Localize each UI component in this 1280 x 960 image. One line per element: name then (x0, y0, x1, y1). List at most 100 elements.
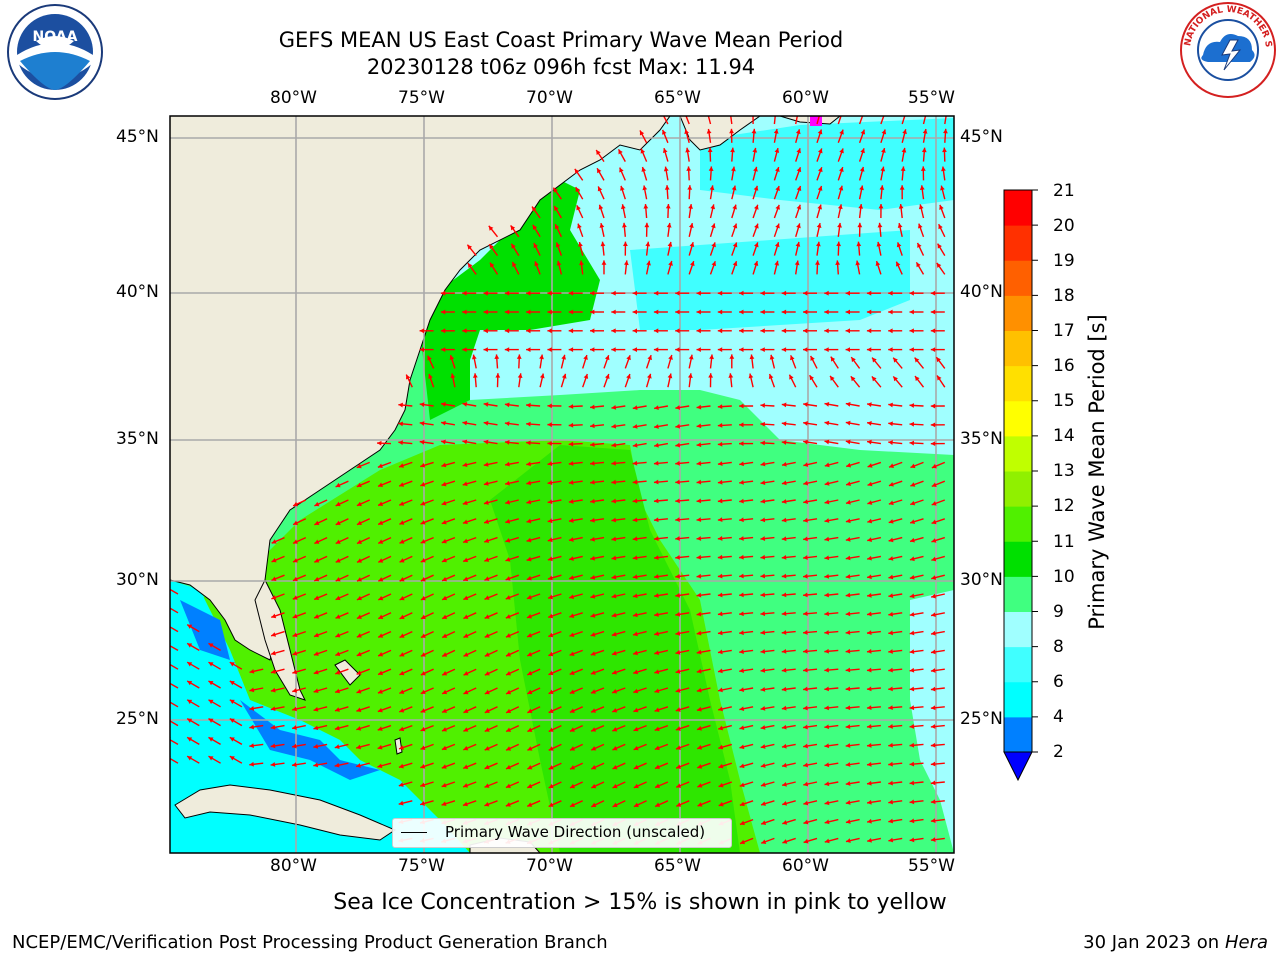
wave-arrow-head (568, 309, 574, 315)
wave-arrow-head (760, 309, 765, 315)
wave-arrow-head (229, 681, 235, 686)
wave-arrow-head (795, 110, 800, 115)
wave-arrow-head (739, 592, 744, 598)
wave-arrow-head (931, 519, 937, 525)
wave-arrow-head (547, 347, 552, 352)
wave-arrow-head (803, 611, 808, 617)
wave-arrow-head (590, 479, 595, 485)
wave-arrow-shaft (170, 682, 179, 689)
wave-arrow-head (867, 518, 873, 524)
wave-arrow-head (675, 592, 681, 598)
wave-arrow-head (818, 167, 823, 173)
wave-arrow-head (357, 577, 362, 582)
wave-arrow-head (781, 480, 787, 486)
wave-arrow-head (866, 347, 872, 352)
wave-arrow-head (442, 689, 448, 695)
wave-arrow-head (548, 765, 554, 770)
wave-arrow-head (718, 782, 724, 788)
wave-arrow-head (760, 517, 766, 523)
wave-arrow-head (313, 762, 319, 768)
wave-arrow-head (633, 631, 638, 637)
wave-arrow-head (313, 669, 319, 675)
wave-arrow-head (632, 347, 637, 352)
wave-arrow-head (876, 241, 882, 247)
wave-arrow-head (690, 261, 695, 267)
lon-label-top: 80°W (270, 88, 317, 108)
wave-arrow-head (313, 688, 319, 694)
wave-arrow-head (709, 354, 714, 360)
wave-arrow-head (378, 558, 384, 563)
wave-arrow-head (568, 404, 574, 409)
wave-arrow-head (782, 781, 787, 787)
wave-arrow-head (229, 662, 235, 667)
wave-arrow-head (293, 539, 299, 544)
wave-arrow-head (795, 241, 801, 247)
wave-arrow-head (356, 520, 362, 525)
wave-arrow-head (769, 354, 775, 360)
wave-arrow-head (462, 420, 468, 426)
wave-arrow-head (399, 726, 405, 732)
wave-arrow-head (428, 373, 433, 379)
wave-arrow-head (334, 725, 340, 731)
wave-arrow-head (569, 556, 574, 561)
wave-arrow-head (399, 463, 404, 468)
wave-arrow-head (824, 347, 829, 352)
wave-arrow-head (271, 576, 277, 581)
wave-arrow-head (782, 839, 788, 844)
wave-arrow-shaft (730, 116, 733, 125)
footer-credit: NCEP/EMC/Verification Post Processing Pr… (12, 932, 608, 953)
wave-arrow-head (611, 650, 617, 656)
wave-arrow-head (919, 185, 925, 190)
wave-arrow-head (739, 347, 744, 352)
wave-arrow-shaft (944, 116, 947, 125)
wave-arrow-head (796, 167, 802, 173)
wave-arrow-head (632, 536, 638, 542)
wave-arrow-head (861, 111, 866, 116)
wave-arrow-head (645, 241, 651, 247)
wave-arrow-head (903, 111, 908, 116)
wave-arrow-head (910, 463, 916, 469)
wave-arrow-head (781, 328, 787, 334)
wave-arrow-head (697, 745, 703, 750)
wave-arrow-head (440, 347, 446, 352)
wave-arrow-head (399, 577, 405, 582)
wave-arrow-head (824, 518, 830, 523)
wave-arrow-head (527, 632, 533, 638)
wave-arrow-head (937, 243, 942, 249)
wave-arrow-head (611, 460, 616, 466)
wave-arrow-head (271, 557, 277, 563)
wave-arrow-head (775, 167, 780, 172)
wave-arrow-head (484, 633, 490, 638)
wave-arrow-head (420, 558, 426, 563)
wave-arrow-head (633, 650, 638, 656)
wave-arrow-head (548, 670, 554, 676)
wave-arrow-head (420, 539, 426, 544)
wave-arrow-head (796, 186, 802, 191)
wave-arrow-head (467, 244, 473, 250)
wave-arrow-head (561, 373, 567, 379)
wave-arrow-head (717, 441, 723, 447)
wave-arrow-head (632, 309, 637, 315)
wave-arrow-head (527, 727, 533, 732)
wave-arrow-head (781, 611, 787, 617)
wave-arrow-head (632, 442, 638, 448)
wave-arrow-head (187, 681, 193, 686)
wave-arrow-head (378, 501, 384, 506)
wave-arrow-head (440, 328, 446, 334)
wave-arrow-head (293, 501, 299, 507)
wave-arrow-head (526, 499, 532, 505)
wave-arrow-head (647, 355, 652, 361)
wave-arrow-head (611, 290, 616, 296)
wave-arrow-head (940, 185, 945, 191)
wave-arrow-head (708, 373, 714, 378)
wave-arrow-head (753, 261, 759, 266)
wave-arrow-head (590, 423, 595, 429)
colorbar-segment (1004, 471, 1032, 507)
wave-arrow-shaft (170, 720, 179, 727)
wave-arrow-head (845, 705, 851, 711)
wave-arrow-head (917, 242, 922, 248)
wave-arrow-head (484, 538, 490, 543)
wave-arrow-head (683, 111, 687, 116)
wave-arrow-head (632, 290, 637, 296)
wave-arrow-head (718, 801, 724, 807)
